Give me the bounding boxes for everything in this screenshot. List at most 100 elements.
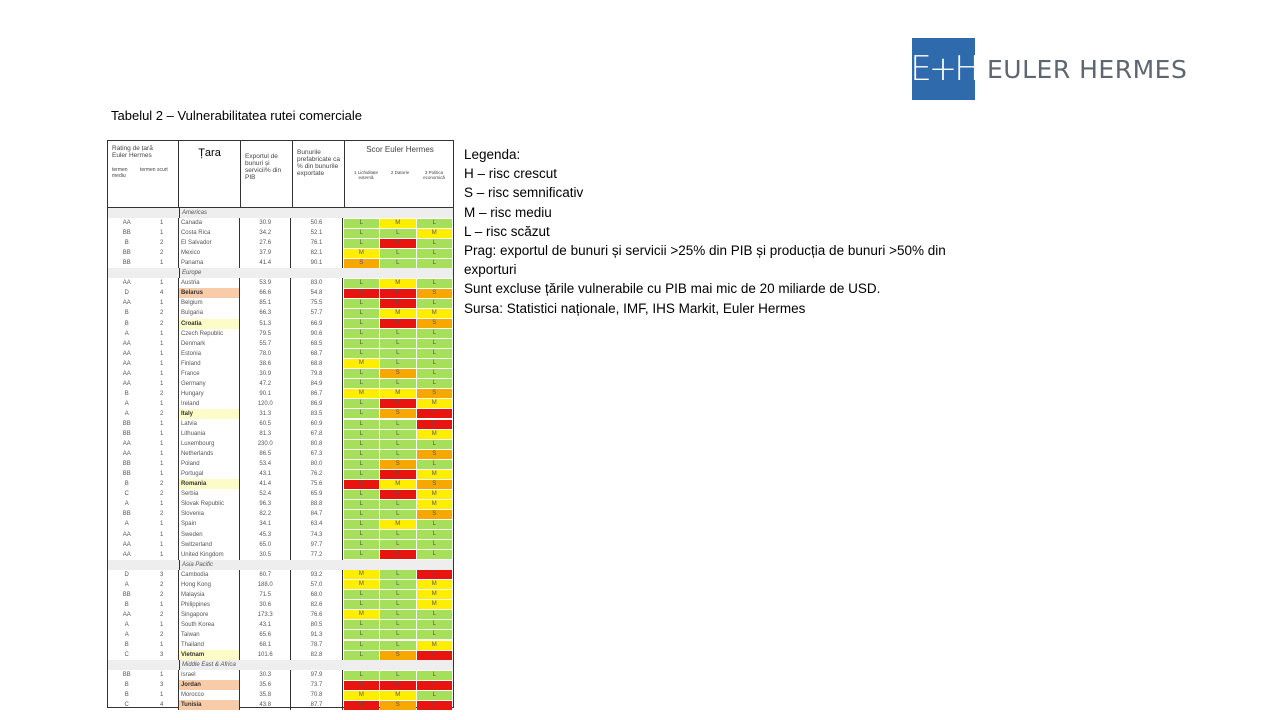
- score-2: S: [380, 650, 416, 660]
- rating-short: 1: [160, 531, 164, 538]
- table-row: AA 1 Germany 47.2 84.9 L L L: [108, 378, 453, 389]
- manufactured-pct: 91.3: [290, 629, 341, 641]
- export-pct: 30.6: [239, 599, 290, 610]
- export-pct: 41.4: [239, 258, 290, 269]
- rating-medium: A: [124, 631, 129, 638]
- country-name: Panama: [177, 258, 239, 269]
- country-name: Mexico: [177, 248, 239, 259]
- score-1: L: [343, 650, 380, 660]
- export-pct: 230.0: [239, 439, 290, 450]
- score-2: S: [380, 369, 416, 379]
- export-pct: 65.0: [239, 539, 290, 550]
- rating-short: 1: [160, 370, 164, 377]
- rating-medium: C: [124, 491, 129, 498]
- rating-short: 1: [160, 692, 164, 699]
- rating-short: 2: [160, 491, 164, 498]
- score-1: L: [343, 550, 380, 560]
- country-name: Czech Republic: [177, 328, 239, 339]
- rating-medium: D: [124, 290, 129, 297]
- score-2: L: [380, 540, 416, 550]
- score-1: L: [343, 238, 380, 248]
- score-2: H: [380, 288, 416, 298]
- score-3: M: [416, 429, 452, 439]
- country-name: Romania: [177, 479, 240, 490]
- rating-medium: BB: [122, 461, 131, 468]
- rating-medium: AA: [122, 340, 131, 347]
- country-name: Denmark: [177, 338, 239, 349]
- rating-medium: B: [124, 601, 129, 608]
- score-1: M: [343, 248, 380, 258]
- euler-hermes-logo: E+H EULER HERMES: [910, 38, 1187, 100]
- table-row: BB 1 Poland 53.4 80.0 L S L: [108, 459, 453, 470]
- rating-medium: B: [124, 240, 129, 247]
- manufactured-pct: 74.3: [290, 529, 341, 540]
- country-name: El Salvador: [177, 238, 239, 249]
- export-pct: 66.3: [239, 308, 290, 319]
- rating-medium: BB: [122, 250, 131, 257]
- score-2: H: [380, 238, 416, 248]
- table-row: BB 2 Slovenia 82.2 84.7 L L S: [108, 509, 453, 520]
- country-name: United Kingdom: [177, 549, 239, 560]
- rating-short: 1: [160, 340, 164, 347]
- export-pct: 60.7: [239, 569, 290, 580]
- country-name: Slovak Republic: [177, 499, 239, 510]
- table-row: BB 1 Israel 30.3 97.9 L L L: [108, 670, 453, 681]
- manufactured-pct: 63.4: [290, 519, 341, 530]
- table-row: C 4 Tunisia 43.8 87.7 H S H: [108, 700, 453, 711]
- score-1: L: [343, 519, 380, 529]
- rating-short: 1: [160, 280, 164, 287]
- rating-short: 2: [160, 591, 164, 598]
- country-name: Bulgaria: [177, 308, 239, 319]
- score-3: H: [416, 570, 452, 580]
- table-row: AA 2 Singapore 173.3 76.6 M L L: [108, 609, 453, 620]
- rating-short: 1: [160, 601, 164, 608]
- header-s3: 3 Politica economică: [423, 170, 445, 180]
- header-s2: 2 Datorie: [390, 170, 410, 175]
- manufactured-pct: 82.8: [290, 650, 341, 661]
- score-3: L: [416, 218, 452, 228]
- rating-short: 1: [160, 551, 164, 558]
- score-3: L: [416, 258, 452, 268]
- score-1: L: [343, 329, 380, 339]
- country-name: Belgium: [177, 298, 239, 309]
- table-row: C 3 Vietnam 101.6 82.8 L S H: [108, 650, 453, 661]
- manufactured-pct: 83.0: [290, 278, 341, 289]
- export-pct: 31.3: [239, 408, 290, 419]
- export-pct: 27.6: [239, 238, 290, 249]
- manufactured-pct: 78.7: [290, 640, 341, 651]
- score-3: S: [416, 449, 452, 459]
- score-3: L: [416, 670, 452, 680]
- rating-short: 2: [160, 581, 164, 588]
- score-2: H: [380, 550, 416, 560]
- score-3: M: [416, 640, 452, 650]
- score-3: M: [416, 580, 452, 590]
- country-name: Belarus: [177, 288, 240, 299]
- rating-medium: C: [124, 702, 129, 709]
- rating-short: 2: [160, 631, 164, 638]
- score-2: L: [380, 600, 416, 610]
- score-1: L: [343, 218, 380, 228]
- header-manufactured: Bunurile prefabricate ca % din bunurile …: [293, 141, 345, 207]
- table-row: B 2 El Salvador 27.6 76.1 L H L: [108, 238, 453, 249]
- table-row: BB 1 Portugal 43.1 76.2 L H M: [108, 469, 453, 480]
- score-2: M: [380, 389, 416, 399]
- score-3: L: [416, 339, 452, 349]
- rating-medium: A: [124, 330, 129, 337]
- export-pct: 96.3: [239, 499, 290, 510]
- rating-medium: B: [124, 692, 129, 699]
- score-2: L: [380, 449, 416, 459]
- region-label: Europe: [179, 268, 241, 279]
- export-pct: 79.5: [239, 328, 290, 339]
- rating-medium: B: [124, 390, 129, 397]
- rating-medium: BB: [122, 230, 131, 237]
- score-2: S: [380, 700, 416, 710]
- table-row: AA 1 Estonia 78.0 68.7 L L L: [108, 348, 453, 359]
- export-pct: 45.3: [239, 529, 290, 540]
- logo-mark: E+H: [910, 38, 980, 100]
- score-2: M: [380, 218, 416, 228]
- score-1: L: [343, 489, 380, 499]
- score-1: L: [343, 429, 380, 439]
- rating-short: 1: [160, 441, 164, 448]
- manufactured-pct: 84.9: [290, 378, 341, 389]
- score-1: L: [343, 319, 380, 329]
